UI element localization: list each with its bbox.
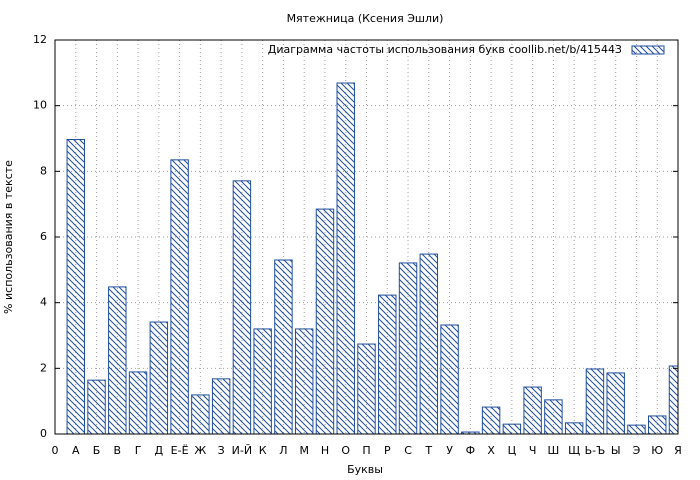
x-tick-label: Л bbox=[279, 444, 287, 457]
x-tick-label: Е-Ё bbox=[171, 444, 189, 457]
x-tick-label: И-Й bbox=[232, 444, 252, 457]
y-tick-label: 0 bbox=[40, 427, 47, 440]
x-tick-label: Э bbox=[633, 444, 641, 457]
y-tick-label: 2 bbox=[40, 361, 47, 374]
bar bbox=[627, 424, 646, 434]
x-tick-label: Ш bbox=[548, 444, 560, 457]
y-tick-label: 6 bbox=[40, 230, 47, 243]
bar bbox=[481, 406, 501, 434]
x-tick-label: Я bbox=[674, 444, 682, 457]
x-tick-label: В bbox=[114, 444, 122, 457]
x-tick-label: Ч bbox=[529, 444, 537, 457]
x-axis-label: Буквы bbox=[347, 463, 383, 476]
x-tick-label: П bbox=[362, 444, 370, 457]
bar bbox=[606, 372, 625, 434]
bar bbox=[378, 294, 397, 434]
x-tick-label: Н bbox=[321, 444, 329, 457]
bar bbox=[274, 259, 293, 434]
bar bbox=[419, 253, 439, 434]
bar bbox=[440, 324, 459, 434]
bar bbox=[170, 159, 189, 434]
x-tick-label: У bbox=[446, 444, 453, 457]
bar bbox=[191, 394, 210, 434]
y-axis-label: % использования в тексте bbox=[2, 160, 15, 314]
y-tick-label: 10 bbox=[33, 99, 47, 112]
bar bbox=[357, 343, 376, 434]
bar bbox=[564, 422, 584, 434]
bar bbox=[544, 399, 563, 434]
x-tick-label: К bbox=[259, 444, 267, 457]
x-tick-label: Ц bbox=[508, 444, 517, 457]
bar bbox=[523, 386, 542, 434]
x-tick-label: Щ bbox=[568, 444, 580, 457]
x-tick-label: Б bbox=[93, 444, 101, 457]
bar bbox=[253, 328, 272, 434]
bar bbox=[108, 286, 127, 434]
x-tick-label: А bbox=[72, 444, 80, 457]
x-tick-label: М bbox=[299, 444, 309, 457]
x-tick-label: Г bbox=[135, 444, 142, 457]
bar bbox=[211, 378, 231, 434]
x-tick-label: О bbox=[341, 444, 350, 457]
x-tick-label: Х bbox=[487, 444, 495, 457]
legend-label: Диаграмма частоты использования букв coo… bbox=[268, 43, 622, 56]
bar bbox=[585, 368, 605, 434]
bar bbox=[149, 321, 169, 434]
bar bbox=[232, 180, 252, 434]
bar bbox=[294, 328, 314, 434]
bar bbox=[87, 379, 106, 434]
bar bbox=[668, 365, 678, 434]
x-tick-label: З bbox=[218, 444, 225, 457]
bar bbox=[336, 82, 355, 434]
bar bbox=[315, 208, 335, 434]
x-tick-label: Ь-Ъ bbox=[585, 444, 606, 457]
x-tick-label: Д bbox=[155, 444, 164, 457]
x-tick-label: С bbox=[404, 444, 412, 457]
bar bbox=[66, 138, 85, 434]
bar bbox=[502, 423, 522, 434]
x-tick-label: Ж bbox=[194, 444, 206, 457]
legend-swatch bbox=[631, 45, 665, 55]
chart-title: Мятежница (Ксения Эшли) bbox=[287, 12, 444, 25]
x-tick-label: Ы bbox=[611, 444, 621, 457]
bar bbox=[648, 415, 667, 434]
y-tick-label: 4 bbox=[40, 296, 47, 309]
bar bbox=[398, 262, 418, 434]
x-tick-label: Т bbox=[424, 444, 432, 457]
x-tick-label: Ю bbox=[651, 444, 663, 457]
y-tick-label: 12 bbox=[33, 33, 47, 46]
bar bbox=[128, 371, 148, 434]
x-tick-label: Р bbox=[384, 444, 391, 457]
y-tick-label: 8 bbox=[40, 164, 47, 177]
x-tick-label: 0 bbox=[52, 444, 59, 457]
x-tick-label: Ф bbox=[466, 444, 475, 457]
